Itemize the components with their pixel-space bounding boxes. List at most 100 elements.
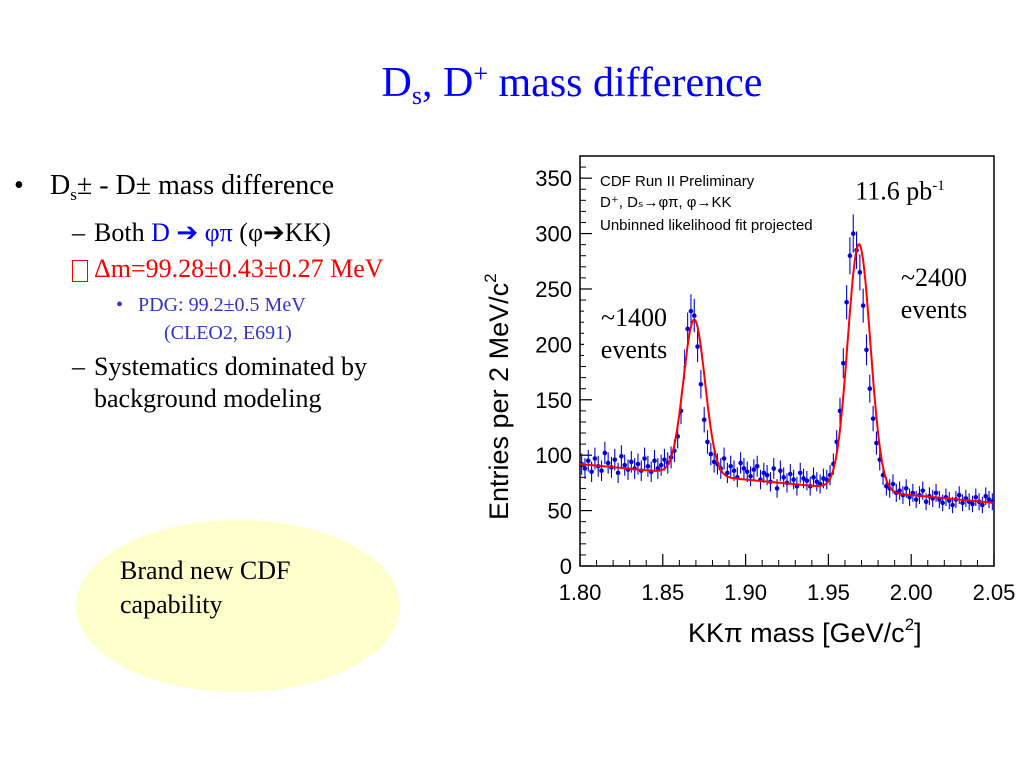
bullet-both-decay: – Both D ➔ φπ (φ➔KK) [72,218,331,247]
data-point [741,466,747,471]
data-point [980,502,985,508]
fit-curve [580,242,994,504]
data-point [761,470,767,476]
data-point [691,313,697,318]
data-point [728,463,733,469]
data-point [642,456,647,461]
data-point [688,308,694,314]
mass-plot: 1.80 1.85 1.90 1.95 2.00 2.05 0 50 100 150 200 250 3… [478,150,1024,670]
data-point [847,253,853,259]
data-point [956,492,962,498]
dash-icon: – [72,218,85,247]
data-point [841,360,846,366]
slide-title: Ds, D+ mass difference [381,59,763,110]
data-point [705,439,710,445]
y-tick-label: 50 [548,499,572,524]
data-point [655,466,661,471]
data-point [874,440,879,446]
dash-icon: – [72,352,85,381]
data-point [645,463,651,469]
y-tick-label: 250 [535,277,572,302]
x-tick-label: 1.80 [559,580,602,605]
x-tick-label: 1.85 [641,580,684,605]
data-point [711,459,717,465]
data-point [913,497,919,502]
svg-text:Entries per 2 MeV/c2: Entries per 2 MeV/c2 [481,273,514,520]
data-point [864,347,869,353]
left-peak-annotation: ~1400 events [584,302,684,366]
data-point [744,469,750,475]
data-point [870,416,876,421]
bullet-delta-m: Δm=99.28±0.43±0.27 MeV [14,253,484,285]
data-point [698,381,704,387]
data-point [940,500,945,506]
x-tick-label: 2.00 [890,580,933,605]
data-point [867,386,873,392]
x-axis-label: KKπ mass [GeV/c2] [688,615,922,648]
legend-line-1: CDF Run II Preliminary [600,173,755,190]
bullet-mass-difference: • Ds± - D± mass difference [14,170,335,204]
data-point [903,486,909,491]
data-point [605,460,611,466]
data-point [907,494,912,500]
data-point [629,459,634,465]
y-tick-label: 350 [535,166,572,191]
data-point [814,479,820,485]
bullet-list: • Ds± - D± mass difference – Both D ➔ φπ… [14,168,484,415]
bullet-dot-icon: • [116,294,124,316]
data-point [701,417,707,423]
data-point [652,458,657,464]
data-point [589,469,594,475]
callout-ellipse [76,520,400,692]
data-point [781,475,786,480]
data-point [983,493,989,499]
data-point [695,344,700,349]
checkbox-glyph-icon [72,260,88,282]
plot-legend: CDF Run II Preliminary D⁺, Dₛ→φπ, φ→KK U… [600,173,813,234]
data-point [897,488,902,493]
data-point [751,467,757,472]
data-point [920,488,926,493]
y-tick-label: 0 [560,554,572,579]
y-tick-label: 150 [535,388,572,413]
data-point [662,457,667,462]
x-tick-label: 2.05 [973,580,1016,605]
x-tick-label: 1.95 [807,580,850,605]
data-point [602,450,608,456]
bullet-pdg: • PDG: 99.2±0.5 MeV (CLEO2, E691) [14,291,484,347]
data-point [771,466,777,471]
data-point [844,299,849,305]
data-point [622,462,628,468]
data-point [764,472,770,478]
data-point [731,468,737,474]
data-point [804,478,810,483]
x-tick-label: 1.90 [724,580,767,605]
mass-plot-svg: 1.80 1.85 1.90 1.95 2.00 2.05 0 50 100 150 200 250 3… [481,155,1016,648]
luminosity-label: 11.6 pb-1 [855,176,945,206]
data-point [685,326,690,332]
data-point [721,456,727,461]
data-point [811,475,816,480]
y-axis-label: Entries per 2 MeV/c2 [481,273,514,520]
data-point [797,470,803,476]
data-point [923,499,929,505]
bullet-dot-icon: • [14,170,24,201]
arrow-icon: ➔ [176,218,199,247]
data-point [960,500,965,506]
data-point [774,486,780,491]
y-tick-label: 100 [535,443,572,468]
data-point [788,471,793,477]
data-point [612,457,618,462]
data-point [910,490,916,496]
data-point [582,466,588,471]
data-point [738,460,743,466]
data-point [950,502,955,508]
data-point [619,453,624,459]
data-point [970,501,975,507]
data-point [986,497,992,502]
data-point [615,470,621,476]
data-point [658,462,664,468]
data-point [754,463,760,469]
data-point [592,456,598,461]
data-point [933,490,939,496]
